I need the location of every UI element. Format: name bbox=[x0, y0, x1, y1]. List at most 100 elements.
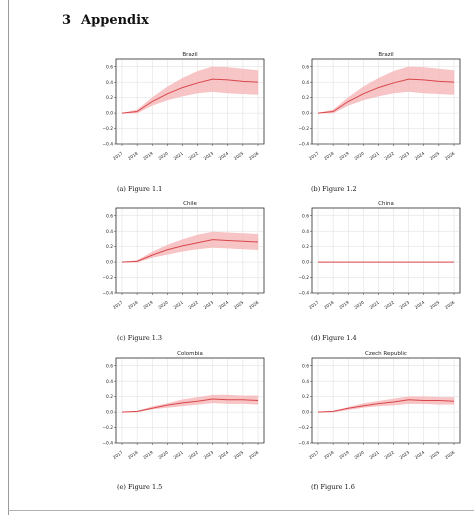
x-tick-label: 2025 bbox=[429, 450, 441, 460]
x-tick-label: 2024 bbox=[414, 450, 426, 460]
figure-panel-2: Brazil 2017 2018 2019 2020 2021 2022 2023 2024 20… bbox=[288, 48, 463, 163]
figure-panel-4: China 2017 2018 2019 2020 2021 2022 2023 2024 202… bbox=[288, 197, 463, 312]
y-tick-label: 0.6 bbox=[106, 64, 113, 70]
x-tick-label: 2026 bbox=[248, 151, 260, 161]
y-tick-label: 0.6 bbox=[106, 363, 113, 369]
y-tick-label: 0.6 bbox=[302, 363, 309, 369]
y-tick-label: 0.4 bbox=[302, 229, 309, 235]
y-tick-label: 0.2 bbox=[106, 95, 113, 101]
x-tick-label: 2022 bbox=[384, 151, 396, 161]
figure-panel-6: Czech Republic 2017 2018 2019 2020 2021 2022 20… bbox=[288, 347, 463, 462]
plot-frame bbox=[115, 207, 265, 294]
x-tick-label: 2017 bbox=[112, 450, 124, 460]
y-tick-label: −0.2 bbox=[102, 275, 113, 281]
x-tick-label: 2020 bbox=[353, 151, 365, 161]
x-tick-label: 2018 bbox=[127, 300, 139, 310]
y-tick-label: −0.2 bbox=[298, 275, 309, 281]
x-tick-label: 2018 bbox=[323, 151, 335, 161]
x-tick-label: 2017 bbox=[308, 300, 320, 310]
x-tick-label: 2021 bbox=[368, 450, 380, 460]
y-tick-label: −0.4 bbox=[298, 291, 309, 297]
page-bottom-border bbox=[8, 510, 474, 511]
x-tick-label: 2019 bbox=[142, 300, 154, 310]
series-line bbox=[317, 399, 455, 413]
y-tick-label: 0.6 bbox=[302, 213, 309, 219]
y-tick-label: −0.4 bbox=[298, 441, 309, 447]
x-tick-label: 2023 bbox=[399, 151, 411, 161]
x-tick-label: 2024 bbox=[218, 151, 230, 161]
chart-title: Czech Republic bbox=[365, 351, 407, 357]
plot-frame bbox=[311, 58, 461, 145]
section-heading: 3 Appendix bbox=[62, 13, 149, 28]
x-tick-label: 2022 bbox=[384, 450, 396, 460]
x-tick-label: 2017 bbox=[112, 151, 124, 161]
x-tick-label: 2017 bbox=[308, 450, 320, 460]
series-line bbox=[317, 78, 455, 114]
y-tick-label: −0.2 bbox=[102, 425, 113, 431]
x-tick-label: 2019 bbox=[142, 151, 154, 161]
x-tick-label: 2021 bbox=[172, 450, 184, 460]
chart-title: Colombia bbox=[177, 351, 203, 357]
y-tick-label: 0.0 bbox=[106, 111, 113, 117]
plot-frame bbox=[115, 58, 265, 145]
y-tick-label: 0.2 bbox=[302, 95, 309, 101]
plot-frame bbox=[115, 357, 265, 444]
x-tick-label: 2020 bbox=[157, 300, 169, 310]
plot-area bbox=[311, 207, 461, 294]
x-tick-label: 2026 bbox=[248, 300, 260, 310]
x-tick-label: 2019 bbox=[338, 300, 350, 310]
x-tick-label: 2019 bbox=[142, 450, 154, 460]
figure-panel-1: Brazil 2017 2018 2019 2020 2021 2022 2023 2024 20… bbox=[92, 48, 267, 163]
figure-caption-d: (d) Figure 1.4 bbox=[311, 334, 357, 342]
x-tick-label: 2023 bbox=[399, 300, 411, 310]
confidence-band bbox=[121, 66, 259, 114]
x-tick-label: 2018 bbox=[323, 450, 335, 460]
confidence-band bbox=[317, 66, 455, 114]
x-tick-label: 2022 bbox=[384, 300, 396, 310]
y-tick-label: −0.4 bbox=[102, 291, 113, 297]
x-tick-label: 2024 bbox=[218, 300, 230, 310]
x-tick-label: 2020 bbox=[157, 151, 169, 161]
x-tick-label: 2023 bbox=[203, 300, 215, 310]
chart-colombia: Colombia 2017 2018 2019 2020 2021 2022 2023 2024… bbox=[102, 351, 265, 460]
series-line bbox=[121, 239, 259, 263]
x-tick-label: 2020 bbox=[157, 450, 169, 460]
x-tick-label: 2021 bbox=[368, 151, 380, 161]
x-tick-label: 2026 bbox=[444, 450, 456, 460]
x-tick-label: 2025 bbox=[429, 300, 441, 310]
x-tick-label: 2021 bbox=[172, 300, 184, 310]
plot-area bbox=[115, 207, 265, 294]
x-tick-label: 2026 bbox=[444, 300, 456, 310]
y-tick-label: 0.4 bbox=[106, 229, 113, 235]
x-tick-label: 2026 bbox=[444, 151, 456, 161]
figure-panel-5: Colombia 2017 2018 2019 2020 2021 2022 2023 2024… bbox=[92, 347, 267, 462]
x-tick-label: 2023 bbox=[399, 450, 411, 460]
x-tick-label: 2024 bbox=[414, 151, 426, 161]
x-tick-label: 2022 bbox=[188, 450, 200, 460]
x-tick-label: 2021 bbox=[172, 151, 184, 161]
plot-frame bbox=[311, 207, 461, 294]
x-tick-label: 2025 bbox=[233, 300, 245, 310]
x-tick-label: 2018 bbox=[323, 300, 335, 310]
x-tick-label: 2025 bbox=[233, 151, 245, 161]
x-tick-label: 2021 bbox=[368, 300, 380, 310]
chart-title: Chile bbox=[183, 201, 197, 207]
x-tick-label: 2019 bbox=[338, 151, 350, 161]
x-tick-label: 2017 bbox=[308, 151, 320, 161]
y-tick-label: 0.4 bbox=[302, 80, 309, 86]
chart-title: China bbox=[378, 201, 394, 207]
section-number: 3 bbox=[62, 13, 72, 28]
y-tick-label: 0.4 bbox=[106, 379, 113, 385]
y-tick-label: −0.2 bbox=[298, 425, 309, 431]
x-tick-label: 2023 bbox=[203, 151, 215, 161]
y-tick-label: −0.2 bbox=[298, 126, 309, 132]
x-tick-label: 2022 bbox=[188, 300, 200, 310]
figure-caption-c: (c) Figure 1.3 bbox=[117, 334, 163, 342]
y-tick-label: 0.6 bbox=[302, 64, 309, 70]
x-tick-label: 2017 bbox=[112, 300, 124, 310]
